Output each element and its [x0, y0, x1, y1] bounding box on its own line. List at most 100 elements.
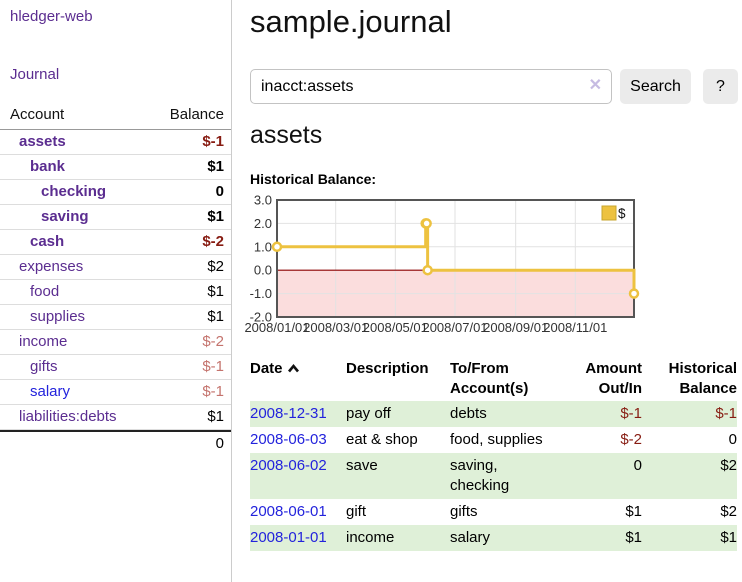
account-row: gifts $-1	[0, 355, 231, 380]
account-balance: 0	[215, 183, 224, 200]
sidebar: hledger-web Journal Account Balance asse…	[0, 0, 232, 582]
legend-label: $	[618, 206, 626, 221]
transaction-row: 2008-01-01 income salary $1 $1	[250, 525, 737, 551]
tofrom-accounts-cell: gifts	[450, 503, 478, 520]
description-cell: pay off	[346, 405, 391, 422]
register-header-row: Date Description To/From Account(s) Amou…	[250, 357, 737, 401]
sidebar-account-link[interactable]: liabilities:debts	[19, 408, 117, 425]
x-tick-label: 2008/11/01	[543, 320, 607, 335]
amount-cell: 0	[633, 457, 642, 474]
sidebar-account-link[interactable]: assets	[19, 133, 66, 150]
account-row: bank $1	[0, 155, 231, 180]
y-tick-label: 0.0	[254, 263, 272, 278]
balance-cell: $2	[720, 503, 737, 520]
search-form: ✕ Search ?	[250, 69, 742, 104]
amount-cell: $-2	[620, 431, 642, 448]
account-balance: $1	[207, 408, 224, 425]
accounts-total-row: 0	[0, 430, 231, 455]
accounts-column-balance: Balance	[169, 106, 224, 123]
account-row: supplies $1	[0, 305, 231, 330]
date-cell: 2008-06-01	[250, 499, 346, 525]
tofrom-accounts-cell: food, supplies	[450, 431, 543, 448]
accounts-total-value: 0	[215, 435, 224, 452]
main-content: sample.journal ✕ Search ? assets Histori…	[244, 0, 742, 551]
account-row: liabilities:debts $1	[0, 405, 231, 430]
sidebar-account-link[interactable]: supplies	[30, 308, 86, 325]
account-row: salary $-1	[0, 380, 231, 405]
y-tick-label: 1.0	[254, 239, 272, 254]
y-tick-label: 2.0	[254, 216, 272, 231]
account-row: expenses $2	[0, 255, 231, 280]
x-tick-label: 2008/09/01	[483, 320, 548, 335]
date-cell: 2008-06-03	[250, 427, 346, 453]
account-balance: $-1	[202, 133, 224, 150]
app-title-link[interactable]: hledger-web	[10, 8, 93, 25]
chart-canvas: $3.0 2.0 1.0 0.0 -1.0 -2.02008/01/012008/03/0…	[244, 193, 640, 335]
account-balance: $-2	[202, 333, 224, 350]
account-balance: $1	[207, 308, 224, 325]
transaction-row: 2008-06-03 eat & shop food, supplies $-2 0	[250, 427, 737, 453]
transaction-row: 2008-06-02 save saving, checking 0 $2	[250, 453, 737, 499]
account-balance: $2	[207, 258, 224, 275]
balance-cell: $1	[720, 529, 737, 546]
transaction-date-link[interactable]: 2008-06-03	[250, 431, 327, 448]
sidebar-account-link[interactable]: checking	[41, 183, 107, 200]
sidebar-account-link[interactable]: salary	[30, 383, 71, 400]
sidebar-account-link[interactable]: gifts	[30, 358, 58, 375]
tofrom-accounts-cell: saving, checking	[450, 457, 510, 494]
register-column-date[interactable]: Date	[250, 357, 346, 401]
sort-ascending-icon	[287, 359, 300, 379]
account-row: income $-2	[0, 330, 231, 355]
sidebar-account-link[interactable]: food	[30, 283, 60, 300]
search-input[interactable]	[250, 69, 612, 104]
register-table: Date Description To/From Account(s) Amou…	[250, 357, 737, 551]
sidebar-account-link[interactable]: cash	[30, 233, 65, 250]
transaction-date-link[interactable]: 2008-12-31	[250, 405, 327, 422]
description-cell: eat & shop	[346, 431, 418, 448]
y-tick-label: 3.0	[254, 193, 272, 208]
x-tick-label: 2008/05/01	[363, 320, 428, 335]
amount-cell: $1	[625, 503, 642, 520]
date-cell: 2008-06-02	[250, 453, 346, 499]
data-point-marker	[628, 288, 640, 299]
y-tick-label: -1.0	[250, 286, 272, 301]
transaction-row: 2008-06-01 gift gifts $1 $2	[250, 499, 737, 525]
sidebar-account-link[interactable]: expenses	[19, 258, 84, 275]
register-column-description: Description	[346, 360, 429, 377]
sidebar-account-link[interactable]: saving	[41, 208, 89, 225]
transaction-date-link[interactable]: 2008-01-01	[250, 529, 327, 546]
register-column-balance: Historical Balance	[668, 360, 737, 397]
sidebar-item-journal[interactable]: Journal	[10, 66, 60, 83]
transaction-date-link[interactable]: 2008-06-02	[250, 457, 327, 474]
description-cell: gift	[346, 503, 367, 520]
register-column-tofrom: To/From Account(s)	[450, 360, 529, 397]
help-button[interactable]: ?	[703, 69, 738, 104]
amount-cell: $1	[625, 529, 642, 546]
date-cell: 2008-01-01	[250, 525, 346, 551]
account-heading: assets	[250, 121, 323, 149]
register-column-amount: Amount Out/In	[585, 360, 642, 397]
account-balance: $-1	[202, 383, 224, 400]
balance-cell: $-1	[715, 405, 737, 422]
account-row: saving $1	[0, 205, 231, 230]
account-row: cash $-2	[0, 230, 231, 255]
y-tick-label: -2.0	[250, 310, 272, 325]
account-balance: $-2	[202, 233, 224, 250]
description-cell: income	[346, 529, 395, 546]
accounts-column-account: Account	[10, 106, 65, 123]
sidebar-account-link[interactable]: income	[19, 333, 68, 350]
account-row: assets $-1	[0, 130, 231, 155]
account-rows: assets $-1 bank $1 checking 0 saving $1 cash $-2 e…	[0, 130, 231, 430]
chart-border	[276, 199, 635, 318]
balance-cell: $2	[720, 457, 737, 474]
clear-search-icon[interactable]: ✕	[588, 77, 602, 94]
sidebar-account-link[interactable]: bank	[30, 158, 66, 175]
transaction-date-link[interactable]: 2008-06-01	[250, 503, 327, 520]
account-balance: $1	[207, 283, 224, 300]
account-balance: $1	[207, 208, 224, 225]
data-point-marker	[422, 264, 433, 276]
search-button[interactable]: Search	[620, 69, 691, 104]
data-point-marker	[421, 218, 432, 229]
description-cell: save	[346, 457, 378, 474]
page-title: sample.journal	[250, 4, 452, 39]
